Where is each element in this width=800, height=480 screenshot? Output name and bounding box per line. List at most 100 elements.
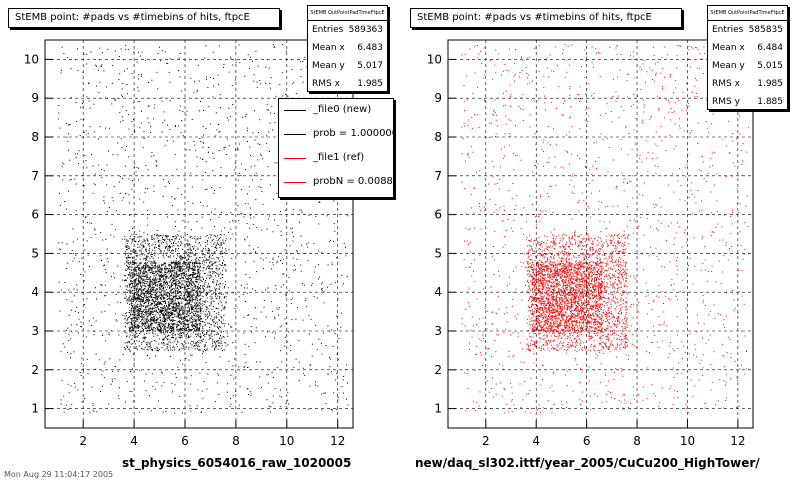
scatter-point xyxy=(93,183,95,185)
scatter-point xyxy=(157,273,159,275)
scatter-point xyxy=(232,365,234,367)
scatter-point xyxy=(122,83,124,85)
scatter-point xyxy=(347,382,348,384)
scatter-point xyxy=(143,138,145,139)
scatter-point xyxy=(169,316,171,318)
scatter-point xyxy=(289,245,291,247)
scatter-point xyxy=(170,313,172,314)
scatter-point xyxy=(158,308,159,310)
scatter-point xyxy=(232,104,234,105)
scatter-point xyxy=(124,318,126,320)
scatter-point xyxy=(155,271,157,273)
scatter-point xyxy=(143,232,145,234)
scatter-point xyxy=(176,288,178,289)
scatter-point xyxy=(228,323,229,325)
scatter-point xyxy=(205,294,207,296)
scatter-point xyxy=(205,269,207,271)
scatter-point xyxy=(179,269,181,271)
scatter-point xyxy=(139,411,141,413)
scatter-point xyxy=(145,278,147,280)
scatter-point xyxy=(166,329,168,331)
scatter-point xyxy=(176,267,178,269)
scatter-point xyxy=(164,297,166,299)
scatter-point xyxy=(228,360,230,362)
scatter-point xyxy=(212,341,214,343)
scatter-point xyxy=(142,348,144,350)
scatter-point xyxy=(287,341,289,343)
scatter-point xyxy=(110,330,112,332)
scatter-point xyxy=(276,260,278,262)
scatter-point xyxy=(174,266,176,268)
scatter-point xyxy=(195,308,197,310)
scatter-point xyxy=(220,315,222,317)
scatter-point xyxy=(161,277,163,278)
scatter-point xyxy=(135,310,137,312)
scatter-point xyxy=(213,192,215,194)
scatter-point xyxy=(138,312,139,314)
scatter-point xyxy=(117,301,119,303)
scatter-point xyxy=(254,165,256,167)
scatter-point xyxy=(112,380,113,382)
scatter-point xyxy=(134,287,136,289)
scatter-point xyxy=(149,286,151,288)
scatter-point xyxy=(196,238,198,240)
scatter-point xyxy=(159,315,161,317)
scatter-point xyxy=(159,301,161,303)
scatter-point xyxy=(88,83,90,85)
scatter-point xyxy=(195,321,197,323)
scatter-point xyxy=(188,300,190,302)
scatter-point xyxy=(160,310,162,311)
scatter-point xyxy=(301,211,303,213)
scatter-point xyxy=(129,247,130,249)
scatter-point xyxy=(278,255,279,257)
scatter-point xyxy=(145,342,147,344)
scatter-point xyxy=(182,277,184,279)
scatter-point xyxy=(191,344,193,346)
scatter-point xyxy=(158,245,159,247)
scatter-point xyxy=(156,288,158,290)
scatter-point xyxy=(216,312,218,314)
scatter-point xyxy=(138,78,139,80)
scatter-point xyxy=(222,323,224,324)
scatter-point xyxy=(103,363,105,365)
scatter-point xyxy=(163,315,165,317)
scatter-point xyxy=(139,313,141,315)
scatter-point xyxy=(172,324,174,326)
scatter-point xyxy=(160,274,162,276)
scatter-point xyxy=(223,148,225,150)
scatter-point xyxy=(103,196,105,198)
scatter-point xyxy=(208,267,209,269)
scatter-point xyxy=(130,314,132,316)
scatter-point xyxy=(159,322,161,324)
scatter-point xyxy=(126,249,128,251)
scatter-point xyxy=(288,276,290,278)
scatter-point xyxy=(119,359,121,361)
scatter-point xyxy=(139,311,141,313)
scatter-point xyxy=(178,305,180,307)
scatter-point xyxy=(220,230,222,232)
scatter-point xyxy=(169,255,171,257)
scatter-point xyxy=(133,296,135,298)
scatter-point xyxy=(187,300,189,301)
scatter-point xyxy=(132,276,134,278)
scatter-point xyxy=(144,338,146,340)
scatter-point xyxy=(143,321,145,323)
scatter-point xyxy=(129,238,131,240)
scatter-point xyxy=(134,293,136,295)
scatter-point xyxy=(143,283,145,285)
scatter-point xyxy=(72,252,74,254)
scatter-point xyxy=(161,293,162,295)
scatter-point xyxy=(117,142,119,144)
scatter-point xyxy=(150,330,152,332)
scatter-point xyxy=(130,302,132,304)
scatter-point xyxy=(171,323,173,325)
scatter-point xyxy=(83,280,85,282)
scatter-point xyxy=(213,252,215,253)
scatter-point xyxy=(186,260,188,262)
scatter-point xyxy=(96,298,97,300)
scatter-point xyxy=(169,291,171,293)
scatter-point xyxy=(222,256,224,258)
scatter-point xyxy=(186,275,188,277)
scatter-point xyxy=(212,263,214,264)
